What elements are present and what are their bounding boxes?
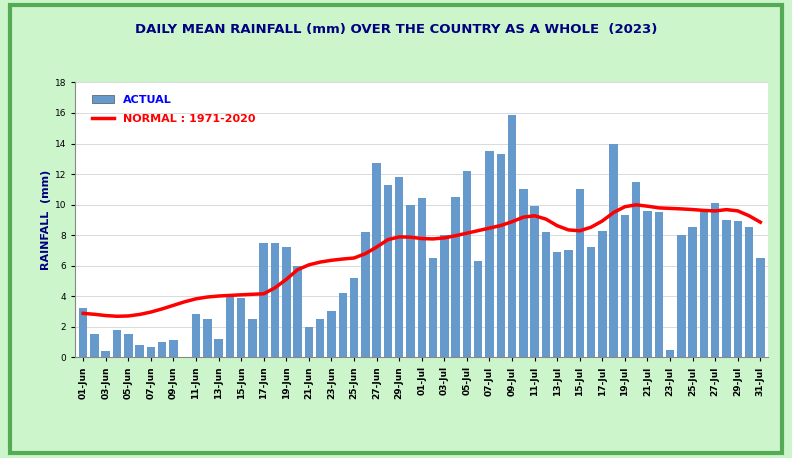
Bar — [135, 345, 144, 357]
Bar — [722, 220, 731, 357]
Legend: ACTUAL, NORMAL : 1971-2020: ACTUAL, NORMAL : 1971-2020 — [88, 91, 261, 129]
Bar — [248, 319, 257, 357]
Bar — [203, 319, 211, 357]
Bar — [440, 235, 448, 357]
Bar — [451, 197, 460, 357]
Bar — [711, 203, 719, 357]
Bar — [260, 243, 268, 357]
Bar — [643, 211, 652, 357]
Bar — [598, 230, 607, 357]
Bar — [609, 143, 618, 357]
Bar — [112, 330, 121, 357]
Bar — [531, 206, 539, 357]
Bar — [406, 205, 415, 357]
Bar — [508, 114, 516, 357]
Bar — [733, 221, 742, 357]
Bar — [282, 247, 291, 357]
Bar — [519, 189, 527, 357]
Bar — [474, 261, 482, 357]
Bar — [677, 235, 686, 357]
Bar — [587, 247, 596, 357]
Bar — [361, 232, 370, 357]
Bar — [169, 340, 177, 357]
Bar — [542, 232, 550, 357]
Bar — [79, 308, 87, 357]
Bar — [192, 315, 200, 357]
Bar — [316, 319, 325, 357]
Bar — [147, 347, 155, 357]
Bar — [271, 243, 280, 357]
Bar — [90, 334, 99, 357]
Bar — [293, 266, 302, 357]
Bar — [428, 258, 437, 357]
Bar — [576, 189, 584, 357]
Bar — [463, 171, 471, 357]
Bar — [215, 339, 223, 357]
Bar — [688, 228, 697, 357]
Bar — [372, 164, 381, 357]
Bar — [744, 228, 753, 357]
Bar — [338, 293, 347, 357]
Bar — [158, 342, 166, 357]
Bar — [350, 278, 358, 357]
Bar — [417, 198, 426, 357]
Bar — [654, 212, 663, 357]
Bar — [383, 185, 392, 357]
Bar — [564, 251, 573, 357]
Bar — [226, 296, 234, 357]
Bar — [101, 351, 110, 357]
Bar — [327, 311, 336, 357]
Bar — [699, 212, 708, 357]
Bar — [497, 154, 505, 357]
Bar — [124, 334, 132, 357]
Bar — [756, 258, 764, 357]
Bar — [237, 298, 246, 357]
Bar — [666, 349, 674, 357]
Bar — [621, 215, 629, 357]
Bar — [632, 182, 641, 357]
Text: DAILY MEAN RAINFALL (mm) OVER THE COUNTRY AS A WHOLE  (2023): DAILY MEAN RAINFALL (mm) OVER THE COUNTR… — [135, 23, 657, 36]
Bar — [305, 327, 313, 357]
Bar — [395, 177, 403, 357]
Y-axis label: RAINFALL  (mm): RAINFALL (mm) — [40, 170, 51, 270]
Bar — [553, 252, 562, 357]
Bar — [485, 151, 493, 357]
